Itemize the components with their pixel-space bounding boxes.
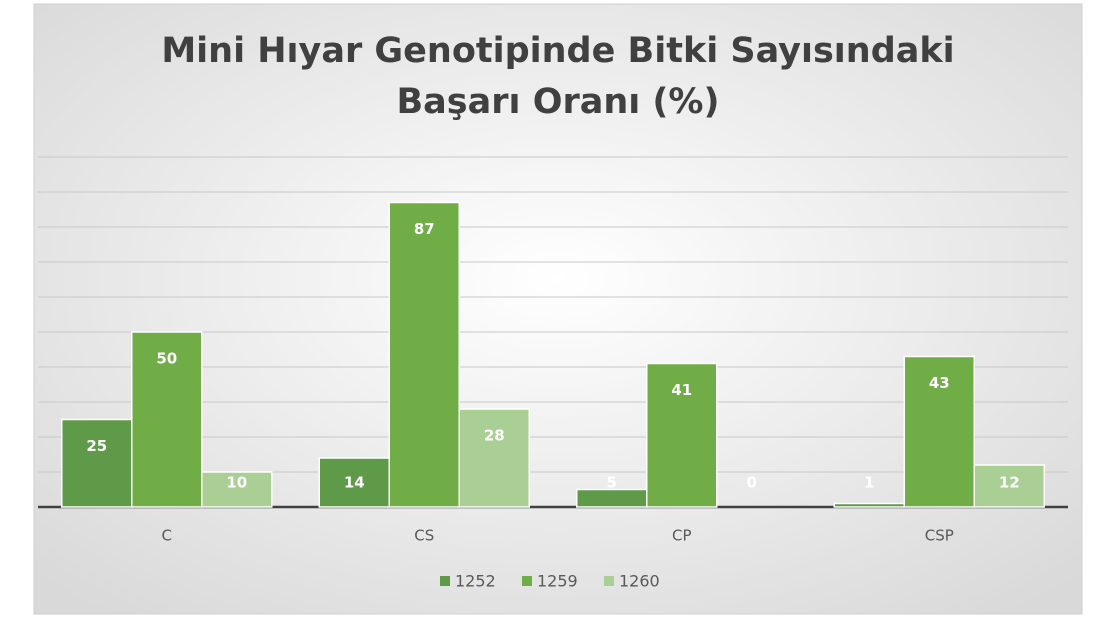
bar [131,331,203,508]
data-label: 12 [999,474,1020,492]
chart-background [33,3,1083,615]
x-tick-label: C [162,527,172,545]
x-tick-label: CSP [925,527,954,545]
legend-label: 1252 [455,572,496,591]
legend-label: 1259 [537,572,578,591]
bar [646,362,718,508]
bar [973,464,1045,508]
data-label: 87 [414,220,435,238]
legend-swatch [522,576,532,586]
bar [576,488,648,508]
data-label: 50 [156,350,177,368]
chart-title: Mini Hıyar Genotipinde Bitki Sayısındaki [161,31,954,71]
data-label: 28 [484,427,505,445]
bar [388,201,460,508]
data-label: 1 [864,474,874,492]
bar [458,408,530,508]
bar [201,471,273,508]
x-tick-label: CS [414,527,434,545]
data-label: 43 [929,374,950,392]
data-label: 5 [607,474,617,492]
legend-label: 1260 [619,572,660,591]
bar [318,457,390,508]
data-label: 14 [344,474,365,492]
legend-swatch [604,576,614,586]
data-label: 41 [671,381,692,399]
bar [61,418,133,508]
x-tick-label: CP [672,527,692,545]
bar [833,502,905,508]
bar [903,355,975,508]
data-label: 0 [747,474,757,492]
data-label: 10 [226,474,247,492]
legend-swatch [440,576,450,586]
data-label: 25 [86,437,107,455]
chart-title: Başarı Oranı (%) [397,82,720,122]
